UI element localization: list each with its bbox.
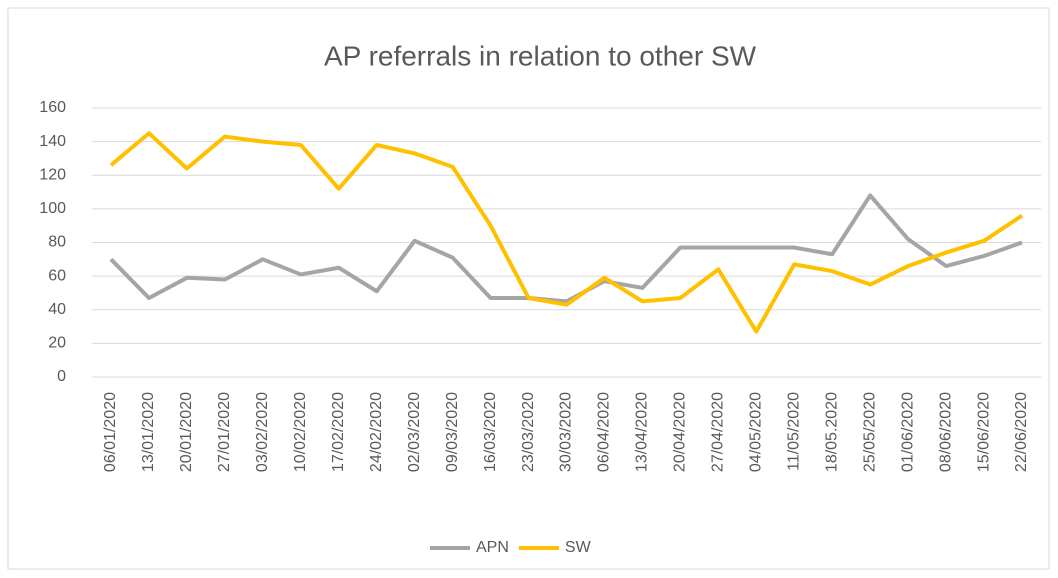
- series-line: [109, 193, 1023, 304]
- x-tick-label: 03/02/2020: [254, 392, 271, 472]
- y-tick-label: 40: [48, 301, 66, 318]
- x-tick-label: 17/02/2020: [330, 392, 347, 472]
- x-tick-label: 01/06/2020: [899, 392, 916, 472]
- x-tick-label: 15/06/2020: [975, 392, 992, 472]
- legend-label: APN: [476, 539, 509, 556]
- x-tick-label: 25/05/2020: [861, 392, 878, 472]
- y-tick-label: 100: [39, 200, 66, 217]
- x-tick-label: 16/03/2020: [482, 392, 499, 472]
- x-tick-label: 22/06/2020: [1013, 392, 1030, 472]
- x-tick-label: 13/04/2020: [634, 392, 651, 472]
- y-tick-label: 60: [48, 267, 66, 284]
- y-tick-label: 20: [48, 335, 66, 352]
- x-tick-label: 27/04/2020: [710, 392, 727, 472]
- x-tick-label: 20/04/2020: [672, 392, 689, 472]
- y-tick-label: 80: [48, 234, 66, 251]
- x-tick-label: 09/03/2020: [444, 392, 461, 472]
- x-tick-label: 24/02/2020: [368, 392, 385, 472]
- chart-title: AP referrals in relation to other SW: [324, 40, 757, 71]
- x-tick-label: 06/01/2020: [102, 392, 119, 472]
- legend-label: SW: [565, 539, 592, 556]
- series-line: [109, 131, 1024, 334]
- x-tick-label: 11/05/2020: [785, 392, 802, 471]
- x-tick-label: 02/03/2020: [406, 392, 423, 472]
- y-tick-label: 140: [39, 133, 66, 150]
- x-tick-label: 04/05/2020: [748, 392, 765, 472]
- chart-border: [7, 7, 1050, 570]
- x-tick-label: 06/04/2020: [596, 392, 613, 472]
- y-tick-label: 160: [39, 99, 66, 116]
- y-tick-label: 0: [57, 368, 66, 385]
- x-tick-label: 23/03/2020: [520, 392, 537, 472]
- x-tick-label: 10/02/2020: [292, 392, 309, 472]
- x-tick-label: 08/06/2020: [937, 392, 954, 472]
- x-tick-label: 27/01/2020: [216, 392, 233, 472]
- x-tick-label: 20/01/2020: [178, 392, 195, 472]
- x-tick-label: 30/03/2020: [558, 392, 575, 472]
- x-tick-label: 18/05.2020: [823, 392, 840, 472]
- x-tick-label: 13/01/2020: [140, 392, 157, 472]
- y-tick-label: 120: [39, 166, 66, 183]
